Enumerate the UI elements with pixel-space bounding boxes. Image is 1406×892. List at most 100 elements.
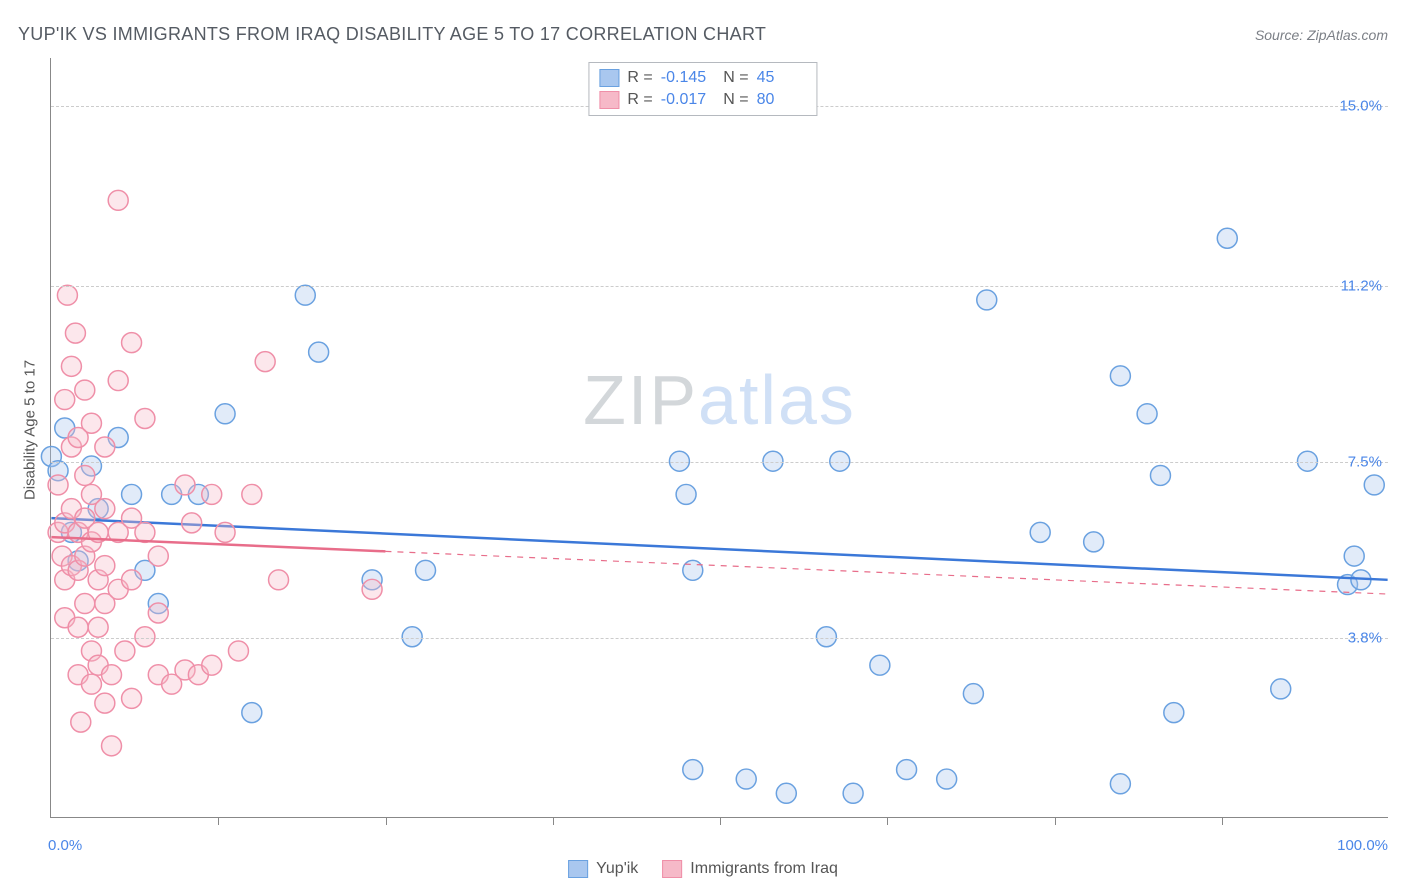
- stats-row: R =-0.017 N =80: [599, 89, 806, 111]
- gridline: [51, 286, 1388, 287]
- data-point: [95, 499, 115, 519]
- legend-label: Immigrants from Iraq: [690, 860, 838, 878]
- x-tick: [1222, 817, 1223, 825]
- data-point: [897, 760, 917, 780]
- data-point: [1030, 522, 1050, 542]
- x-tick: [553, 817, 554, 825]
- y-tick-label: 7.5%: [1348, 453, 1382, 470]
- legend-swatch: [568, 860, 588, 878]
- data-point: [776, 783, 796, 803]
- y-axis-title: Disability Age 5 to 17: [22, 360, 39, 500]
- data-point: [68, 617, 88, 637]
- x-tick: [218, 817, 219, 825]
- plot-area: ZIPatlas 3.8%7.5%11.2%15.0%: [50, 58, 1388, 818]
- data-point: [1344, 546, 1364, 566]
- data-point: [122, 688, 142, 708]
- source-attribution: Source: ZipAtlas.com: [1255, 27, 1388, 43]
- data-point: [108, 190, 128, 210]
- data-point: [202, 484, 222, 504]
- data-point: [81, 413, 101, 433]
- data-point: [75, 594, 95, 614]
- data-point: [269, 570, 289, 590]
- data-point: [255, 352, 275, 372]
- x-axis-min-label: 0.0%: [48, 837, 82, 854]
- data-point: [122, 484, 142, 504]
- data-point: [71, 712, 91, 732]
- legend-swatch: [599, 69, 619, 87]
- legend-label: Yup'ik: [596, 860, 638, 878]
- stat-r-label: R =: [627, 91, 652, 109]
- data-point: [115, 641, 135, 661]
- data-point: [1271, 679, 1291, 699]
- stat-r-value: -0.145: [661, 69, 711, 87]
- trend-line: [51, 518, 1387, 580]
- stat-n-label: N =: [719, 69, 749, 87]
- data-point: [683, 760, 703, 780]
- data-point: [215, 522, 235, 542]
- data-point: [135, 409, 155, 429]
- data-point: [75, 380, 95, 400]
- chart-title: YUP'IK VS IMMIGRANTS FROM IRAQ DISABILIT…: [18, 24, 766, 45]
- data-point: [57, 285, 77, 305]
- x-tick: [1055, 817, 1056, 825]
- data-point: [228, 641, 248, 661]
- data-point: [362, 579, 382, 599]
- data-point: [95, 556, 115, 576]
- bottom-legend: Yup'ik Immigrants from Iraq: [568, 860, 838, 878]
- data-point: [1110, 774, 1130, 794]
- data-point: [122, 333, 142, 353]
- data-point: [736, 769, 756, 789]
- data-point: [122, 570, 142, 590]
- data-point: [215, 404, 235, 424]
- x-axis-max-label: 100.0%: [1337, 837, 1388, 854]
- data-point: [309, 342, 329, 362]
- data-point: [61, 356, 81, 376]
- x-tick: [386, 817, 387, 825]
- y-tick-label: 15.0%: [1339, 97, 1382, 114]
- data-point: [1110, 366, 1130, 386]
- data-point: [182, 513, 202, 533]
- stat-n-label: N =: [719, 91, 749, 109]
- data-point: [676, 484, 696, 504]
- x-tick: [887, 817, 888, 825]
- stat-n-value: 45: [757, 69, 807, 87]
- data-point: [65, 323, 85, 343]
- data-point: [683, 560, 703, 580]
- data-point: [937, 769, 957, 789]
- data-point: [108, 371, 128, 391]
- data-point: [102, 665, 122, 685]
- data-point: [48, 475, 68, 495]
- data-point: [1217, 228, 1237, 248]
- chart-header: YUP'IK VS IMMIGRANTS FROM IRAQ DISABILIT…: [18, 24, 1388, 45]
- data-point: [148, 546, 168, 566]
- data-point: [843, 783, 863, 803]
- data-point: [148, 603, 168, 623]
- data-point: [55, 390, 75, 410]
- legend-item: Immigrants from Iraq: [662, 860, 838, 878]
- gridline: [51, 462, 1388, 463]
- y-tick-label: 11.2%: [1341, 278, 1382, 295]
- data-point: [870, 655, 890, 675]
- data-point: [102, 736, 122, 756]
- legend-item: Yup'ik: [568, 860, 638, 878]
- data-point: [175, 475, 195, 495]
- data-point: [977, 290, 997, 310]
- data-point: [242, 484, 262, 504]
- data-point: [95, 437, 115, 457]
- data-point: [963, 684, 983, 704]
- scatter-svg: [51, 58, 1388, 817]
- data-point: [135, 522, 155, 542]
- data-point: [88, 617, 108, 637]
- gridline: [51, 638, 1388, 639]
- stat-r-value: -0.017: [661, 91, 711, 109]
- data-point: [1084, 532, 1104, 552]
- data-point: [1150, 465, 1170, 485]
- stats-row: R = -0.145 N = 45: [599, 67, 806, 89]
- legend-swatch: [662, 860, 682, 878]
- data-point: [81, 674, 101, 694]
- stat-r-label: R =: [627, 69, 652, 87]
- data-point: [1137, 404, 1157, 424]
- data-point: [242, 703, 262, 723]
- data-point: [1364, 475, 1384, 495]
- data-point: [416, 560, 436, 580]
